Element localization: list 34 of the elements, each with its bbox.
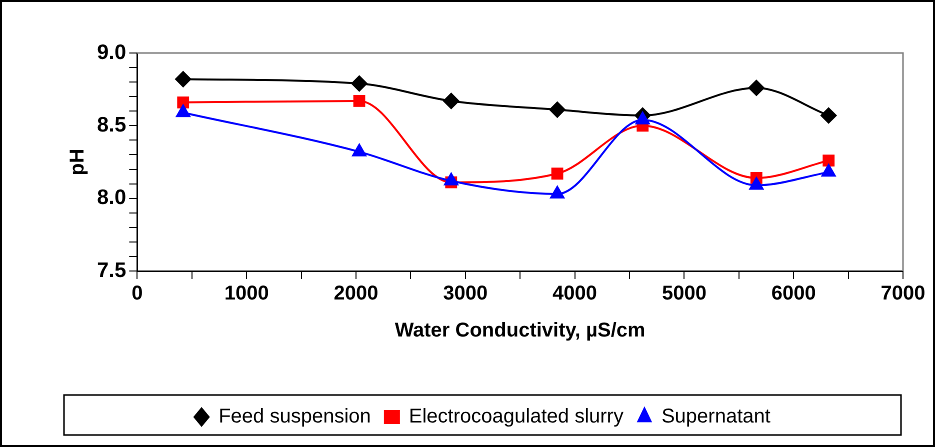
x-tick-label: 6000 xyxy=(771,282,816,305)
point xyxy=(749,177,764,190)
y-axis-title: pH xyxy=(66,148,89,176)
point xyxy=(351,76,368,92)
point xyxy=(820,107,837,124)
x-tick-label: 4000 xyxy=(552,282,598,305)
point xyxy=(177,96,190,108)
point xyxy=(353,95,366,107)
legend-label: Supernatant xyxy=(661,406,771,428)
point xyxy=(550,186,564,198)
y-tick-label: 7.5 xyxy=(96,258,127,282)
point xyxy=(822,154,835,166)
point xyxy=(822,164,836,177)
point xyxy=(551,168,564,180)
point xyxy=(748,80,764,96)
y-tick-label: 8.5 xyxy=(96,113,127,136)
point xyxy=(443,92,460,109)
point xyxy=(636,112,650,124)
y-tick-label: 8.0 xyxy=(96,186,126,210)
x-tick-label: 2000 xyxy=(334,282,378,305)
x-axis-title: Water Conductivity, µS/cm xyxy=(394,320,646,342)
point xyxy=(176,104,190,118)
point xyxy=(352,144,366,156)
y-tick-label: 9.0 xyxy=(96,40,126,64)
point xyxy=(175,71,192,88)
legend-label: Feed suspension xyxy=(218,406,371,428)
x-tick-label: 1000 xyxy=(224,282,269,305)
x-tick-label: 0 xyxy=(132,282,143,305)
x-tick-label: 5000 xyxy=(662,282,706,305)
legend-label: Electrocoagulated slurry xyxy=(408,406,624,428)
x-tick-label: 7000 xyxy=(880,282,926,305)
point xyxy=(549,102,566,118)
x-tick-label: 3000 xyxy=(443,282,488,305)
point xyxy=(444,172,458,186)
